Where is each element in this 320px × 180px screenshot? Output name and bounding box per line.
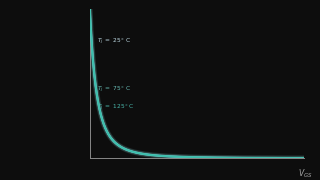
Text: $\it{V_{GS}}$: $\it{V_{GS}}$ <box>298 167 313 180</box>
Text: $\it{T_j}$ $=$ 125° C: $\it{T_j}$ $=$ 125° C <box>97 102 135 113</box>
Text: $\it{T_j}$ $=$ 75° C: $\it{T_j}$ $=$ 75° C <box>97 85 131 95</box>
Text: $\it{T_j}$ $=$ 25° C: $\it{T_j}$ $=$ 25° C <box>97 37 131 47</box>
